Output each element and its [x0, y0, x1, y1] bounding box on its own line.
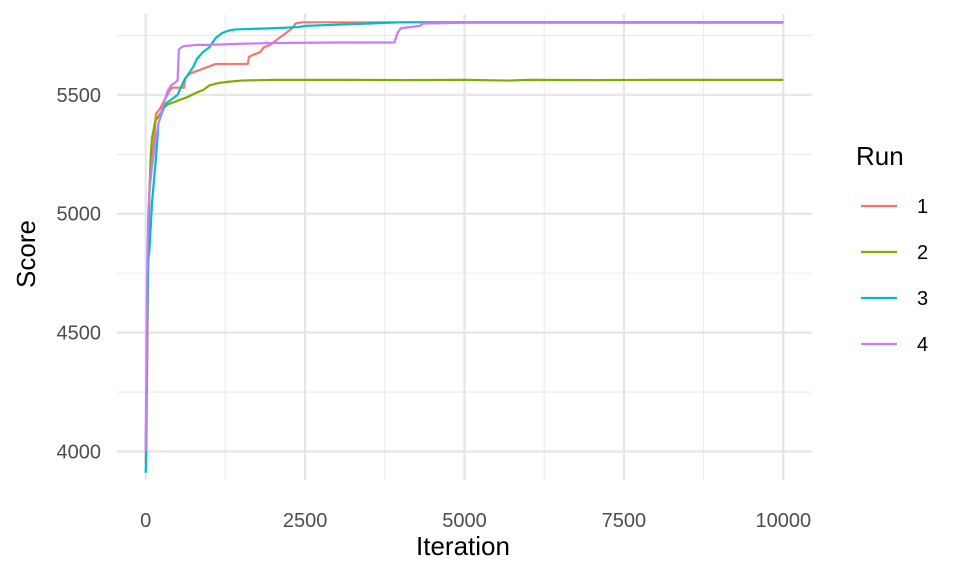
x-tick-label: 10000	[755, 510, 811, 532]
legend-title: Run	[856, 141, 904, 171]
x-axis-title: Iteration	[416, 531, 510, 561]
legend-label-4: 4	[917, 334, 928, 356]
x-tick-label: 0	[140, 510, 151, 532]
series-line-1	[144, 21, 784, 464]
legend: Run 1 2 3 4	[856, 141, 928, 356]
legend-label-1: 1	[917, 196, 928, 218]
series-lines	[144, 21, 784, 473]
x-tick-label: 2500	[283, 510, 328, 532]
legend-label-3: 3	[917, 288, 928, 310]
y-tick-label: 4000	[57, 441, 102, 463]
y-axis-title: Score	[11, 220, 41, 288]
x-tick-label: 5000	[442, 510, 487, 532]
legend-label-2: 2	[917, 242, 928, 264]
y-tick-label: 4500	[57, 323, 102, 345]
y-tick-label: 5000	[57, 204, 102, 226]
series-line-2	[144, 78, 784, 452]
series-line-4	[144, 21, 784, 452]
series-line-3	[144, 21, 784, 473]
y-axis-ticks: 4000 4500 5000 5500	[57, 85, 102, 464]
x-tick-label: 7500	[602, 510, 647, 532]
x-axis-ticks: 0 2500 5000 7500 10000	[140, 510, 811, 532]
y-tick-label: 5500	[57, 85, 102, 107]
major-gridlines	[117, 14, 812, 480]
